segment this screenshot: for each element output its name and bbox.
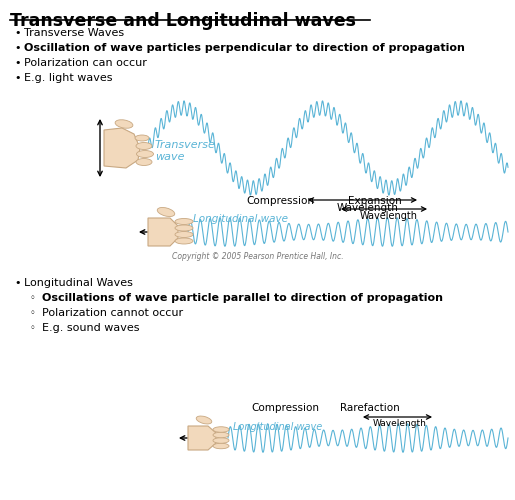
- Text: Longitudinal wave: Longitudinal wave: [193, 214, 288, 224]
- Ellipse shape: [115, 120, 133, 128]
- Text: Polarization cannot occur: Polarization cannot occur: [42, 308, 183, 318]
- Ellipse shape: [136, 142, 152, 150]
- Text: Wavelength: Wavelength: [372, 419, 426, 428]
- Text: Expansion: Expansion: [348, 196, 402, 206]
- Text: E.g. light waves: E.g. light waves: [24, 73, 112, 83]
- Text: ◦: ◦: [30, 293, 36, 303]
- Text: Longitudinal wave: Longitudinal wave: [233, 422, 322, 432]
- Text: Oscillation of wave particles perpendicular to direction of propagation: Oscillation of wave particles perpendicu…: [24, 43, 465, 53]
- Text: Wavelength: Wavelength: [337, 203, 399, 213]
- Text: Oscillations of wave particle parallel to direction of propagation: Oscillations of wave particle parallel t…: [42, 293, 443, 303]
- Text: Rarefaction: Rarefaction: [340, 403, 400, 413]
- Ellipse shape: [196, 416, 212, 424]
- Ellipse shape: [175, 232, 193, 237]
- Text: •: •: [14, 58, 21, 68]
- Text: Transverse Waves: Transverse Waves: [24, 28, 124, 38]
- Text: ◦: ◦: [30, 308, 36, 318]
- Text: •: •: [14, 73, 21, 83]
- Polygon shape: [148, 218, 178, 246]
- Ellipse shape: [213, 432, 229, 438]
- Ellipse shape: [213, 438, 229, 443]
- Text: •: •: [14, 278, 21, 288]
- Ellipse shape: [213, 427, 229, 432]
- Ellipse shape: [175, 225, 193, 231]
- Ellipse shape: [157, 208, 175, 216]
- Text: Transverse and Longitudinal waves: Transverse and Longitudinal waves: [10, 12, 356, 30]
- Text: Copyright © 2005 Pearson Prentice Hall, Inc.: Copyright © 2005 Pearson Prentice Hall, …: [172, 252, 344, 261]
- Ellipse shape: [135, 135, 149, 141]
- Text: Polarization can occur: Polarization can occur: [24, 58, 147, 68]
- Text: ◦: ◦: [30, 323, 36, 333]
- Ellipse shape: [175, 238, 193, 244]
- Text: E.g. sound waves: E.g. sound waves: [42, 323, 140, 333]
- Ellipse shape: [213, 443, 229, 449]
- Ellipse shape: [175, 218, 193, 224]
- Ellipse shape: [136, 150, 153, 158]
- Text: •: •: [14, 28, 21, 38]
- Polygon shape: [104, 128, 140, 168]
- Text: •: •: [14, 43, 21, 53]
- Text: Longitudinal Waves: Longitudinal Waves: [24, 278, 133, 288]
- Polygon shape: [188, 426, 216, 450]
- Text: Transverse
wave: Transverse wave: [155, 140, 216, 162]
- Text: Compression: Compression: [246, 196, 314, 206]
- Ellipse shape: [136, 158, 152, 166]
- Text: Wavelength: Wavelength: [360, 211, 418, 221]
- Text: Compression: Compression: [251, 403, 319, 413]
